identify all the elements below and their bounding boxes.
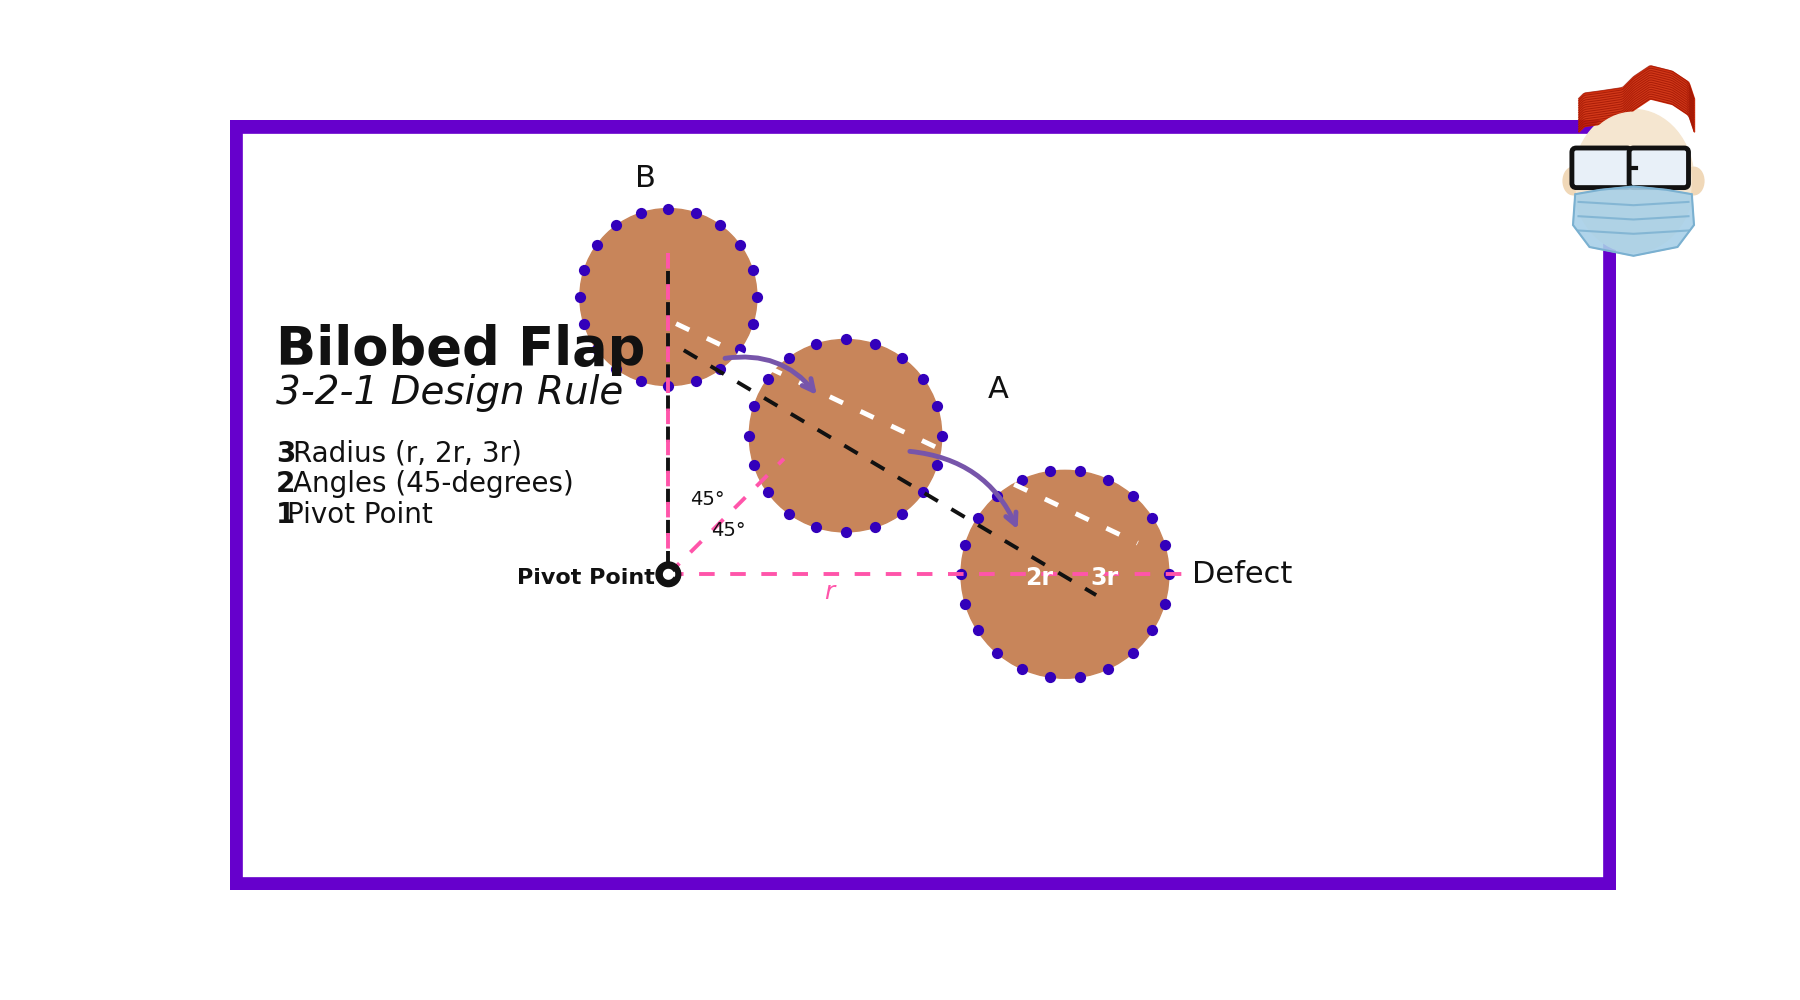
Point bbox=[1035, 669, 1064, 685]
Point bbox=[950, 537, 979, 553]
Point bbox=[860, 519, 889, 535]
Circle shape bbox=[655, 562, 680, 587]
Text: Defect: Defect bbox=[1192, 560, 1292, 589]
Point bbox=[1094, 472, 1123, 488]
Circle shape bbox=[961, 470, 1168, 678]
Point bbox=[1150, 596, 1179, 612]
Point bbox=[947, 566, 976, 582]
Point bbox=[923, 398, 952, 414]
Circle shape bbox=[662, 568, 675, 580]
Text: 3r: 3r bbox=[1091, 566, 1118, 590]
Point bbox=[1118, 645, 1147, 661]
Point bbox=[909, 484, 938, 500]
Text: Pivot Point: Pivot Point bbox=[517, 568, 655, 588]
Point bbox=[740, 457, 769, 473]
Point bbox=[583, 341, 612, 357]
Point bbox=[860, 336, 889, 352]
Point bbox=[950, 596, 979, 612]
Point bbox=[1008, 472, 1037, 488]
Point bbox=[1118, 488, 1147, 504]
Text: Pivot Point: Pivot Point bbox=[288, 501, 434, 529]
Text: r: r bbox=[824, 580, 835, 604]
Text: 1: 1 bbox=[275, 501, 295, 529]
Ellipse shape bbox=[1575, 112, 1692, 250]
Point bbox=[626, 373, 655, 389]
Point bbox=[832, 524, 860, 540]
Point bbox=[963, 622, 992, 638]
Point bbox=[571, 316, 599, 332]
Text: Angles (45-degrees): Angles (45-degrees) bbox=[293, 470, 574, 498]
Point bbox=[1154, 566, 1183, 582]
Point bbox=[927, 428, 956, 444]
Point bbox=[774, 350, 803, 366]
Text: B: B bbox=[635, 164, 655, 193]
Point bbox=[887, 350, 916, 366]
Point bbox=[706, 217, 734, 233]
Point bbox=[801, 519, 830, 535]
Point bbox=[738, 262, 767, 278]
FancyBboxPatch shape bbox=[1571, 148, 1631, 188]
Point bbox=[752, 484, 781, 500]
Point bbox=[653, 201, 682, 217]
Point bbox=[725, 237, 754, 253]
Point bbox=[565, 289, 594, 305]
Point bbox=[738, 316, 767, 332]
Ellipse shape bbox=[1573, 109, 1694, 252]
Text: Radius (r, 2r, 3r): Radius (r, 2r, 3r) bbox=[293, 440, 522, 468]
Point bbox=[583, 237, 612, 253]
Polygon shape bbox=[1573, 186, 1694, 256]
Point bbox=[801, 336, 830, 352]
Ellipse shape bbox=[1685, 167, 1705, 195]
Point bbox=[725, 341, 754, 357]
Point bbox=[1138, 510, 1166, 526]
Text: A: A bbox=[988, 375, 1008, 404]
Point bbox=[706, 361, 734, 377]
Text: 45°: 45° bbox=[711, 521, 745, 540]
Point bbox=[1008, 661, 1037, 677]
Point bbox=[626, 205, 655, 221]
Point bbox=[740, 398, 769, 414]
Point bbox=[983, 488, 1012, 504]
Circle shape bbox=[749, 339, 941, 532]
FancyBboxPatch shape bbox=[1629, 148, 1688, 188]
Point bbox=[909, 371, 938, 387]
Circle shape bbox=[580, 209, 758, 386]
Point bbox=[752, 371, 781, 387]
Point bbox=[601, 217, 630, 233]
Point bbox=[682, 205, 711, 221]
Text: 2r: 2r bbox=[1024, 566, 1053, 590]
Point bbox=[734, 428, 763, 444]
Text: 45°: 45° bbox=[689, 490, 725, 509]
Text: 3-2-1 Design Rule: 3-2-1 Design Rule bbox=[275, 374, 623, 412]
Text: 3: 3 bbox=[275, 440, 295, 468]
Text: 2: 2 bbox=[275, 470, 295, 498]
Point bbox=[682, 373, 711, 389]
Point bbox=[1066, 463, 1094, 479]
Ellipse shape bbox=[1562, 167, 1582, 195]
Point bbox=[1066, 669, 1094, 685]
Point bbox=[571, 262, 599, 278]
Point bbox=[963, 510, 992, 526]
Point bbox=[887, 506, 916, 522]
Text: Bilobed Flap: Bilobed Flap bbox=[275, 324, 644, 376]
Point bbox=[743, 289, 772, 305]
Point bbox=[653, 378, 682, 394]
Point bbox=[1094, 661, 1123, 677]
Point bbox=[1150, 537, 1179, 553]
Point bbox=[832, 331, 860, 347]
Point bbox=[1138, 622, 1166, 638]
Point bbox=[923, 457, 952, 473]
Point bbox=[601, 361, 630, 377]
Point bbox=[1035, 463, 1064, 479]
Point bbox=[774, 506, 803, 522]
Point bbox=[983, 645, 1012, 661]
